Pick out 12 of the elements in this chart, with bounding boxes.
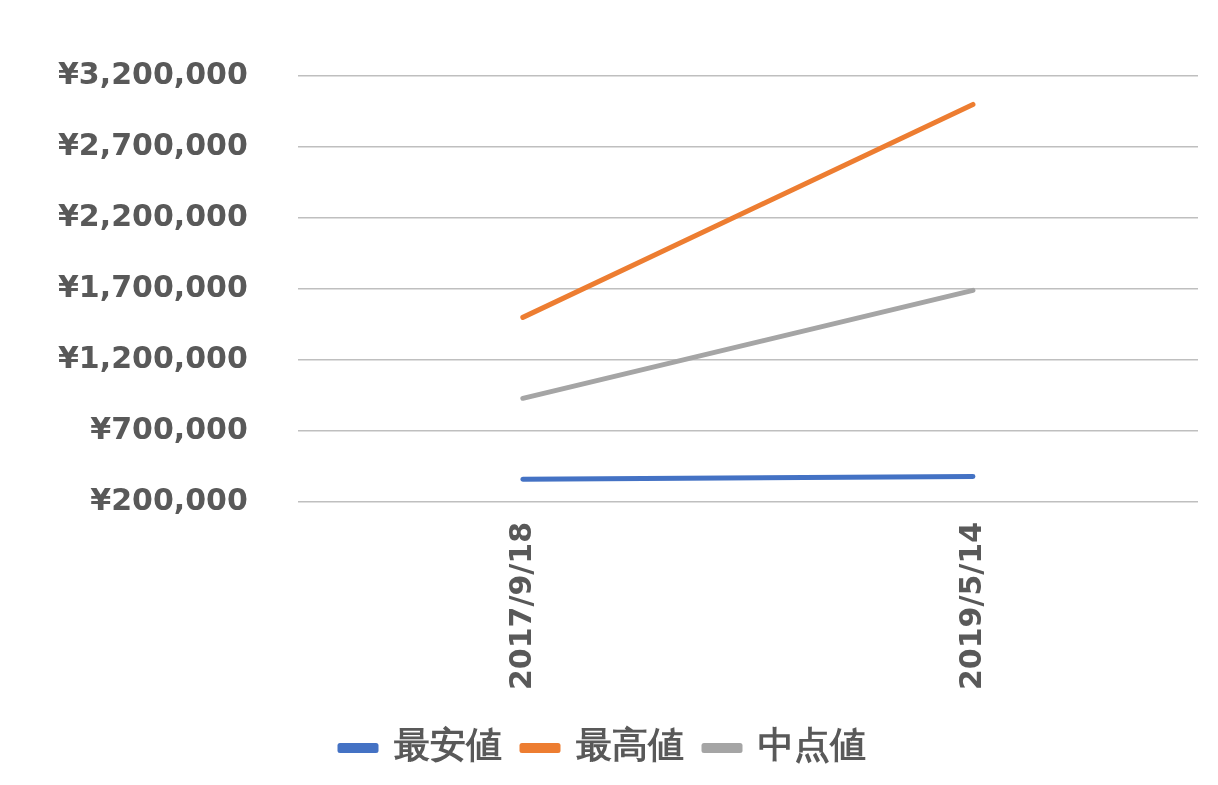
y-tick-label: ¥700,000 <box>90 410 248 446</box>
y-tick-label: ¥1,700,000 <box>57 268 248 304</box>
legend-label: 最高値 <box>576 724 684 766</box>
y-tick-label: ¥1,200,000 <box>57 339 248 375</box>
legend-label: 最安値 <box>394 724 502 766</box>
x-tick-label: 2017/9/18 <box>502 521 538 691</box>
y-tick-label: ¥2,200,000 <box>57 197 248 233</box>
y-tick-label: ¥200,000 <box>90 481 248 517</box>
y-tick-label: ¥3,200,000 <box>57 55 248 91</box>
legend-label: 中点値 <box>758 724 866 766</box>
y-tick-label: ¥2,700,000 <box>57 126 248 162</box>
x-tick-label: 2019/5/14 <box>952 521 988 691</box>
